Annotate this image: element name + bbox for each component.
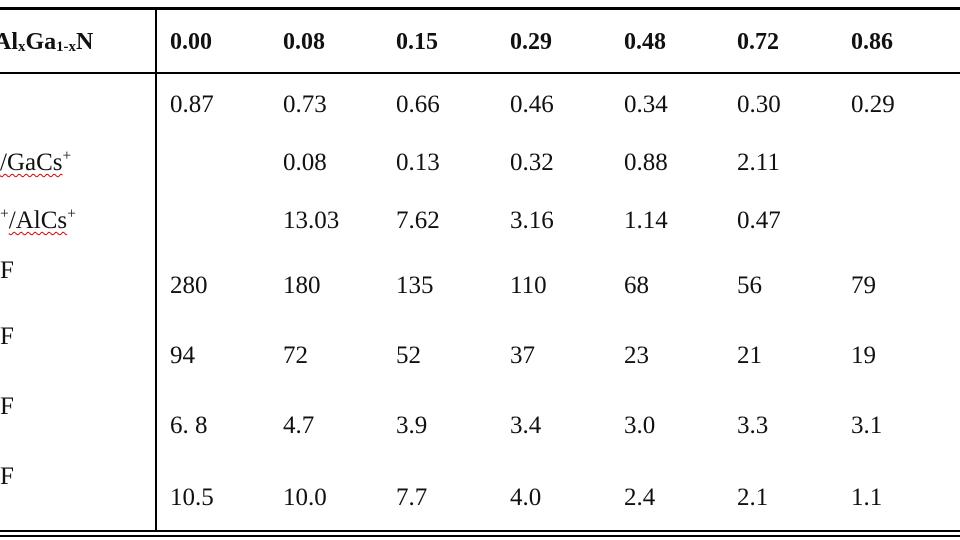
table-cell: 0.46	[510, 91, 554, 118]
table-cell: 10.5	[170, 484, 214, 511]
table-cell: 13.03	[283, 207, 340, 234]
row-4-label: F	[0, 257, 14, 284]
table-cell: 94	[170, 342, 195, 369]
table-cell: 0.08	[283, 149, 327, 176]
table-cell: 2.4	[624, 484, 656, 511]
row-3-label: +/AlCs+	[0, 205, 76, 234]
table-cell: 7.62	[396, 207, 440, 234]
table-cell: 0.66	[396, 91, 440, 118]
table-cell: 1.14	[624, 207, 668, 234]
table-cell: 21	[737, 342, 762, 369]
row-6-label: F	[0, 393, 14, 420]
table-cell: 110	[510, 272, 547, 299]
table-cell: 23	[624, 342, 649, 369]
table-cell: 3.4	[510, 412, 542, 439]
table-cell: 3.16	[510, 207, 554, 234]
table-cell: 0.13	[396, 149, 440, 176]
row-2-label: /GaCs+	[0, 147, 72, 176]
header-col-3: 0.15	[396, 29, 438, 55]
table-cell: 4.7	[283, 412, 315, 439]
header-composition-label: AlxGa1-xN	[0, 29, 94, 56]
table-cell: 0.87	[170, 91, 214, 118]
table-cell: 2.1	[737, 484, 769, 511]
table-cell: 79	[851, 272, 876, 299]
table-cell: 3.1	[851, 412, 883, 439]
table-cell: 1.1	[851, 484, 883, 511]
table-cell: 52	[396, 342, 421, 369]
header-col-5: 0.48	[624, 29, 666, 55]
header-col-7: 0.86	[851, 29, 893, 55]
header-col-2: 0.08	[283, 29, 325, 55]
table-cell: 3.3	[737, 412, 769, 439]
table-cell: 2.11	[737, 149, 780, 176]
table-cell: 7.7	[396, 484, 428, 511]
row-7-label: F	[0, 463, 14, 490]
row-5-label: F	[0, 323, 14, 350]
table-cell: 68	[624, 272, 649, 299]
table-cell: 3.0	[624, 412, 656, 439]
table-cell: 135	[396, 272, 434, 299]
header-col-1: 0.00	[170, 29, 212, 55]
table-cell: 280	[170, 272, 208, 299]
bottom-border-inner	[0, 530, 960, 532]
table-cell: 10.0	[283, 484, 327, 511]
table-cell: 0.73	[283, 91, 327, 118]
table-cell: 180	[283, 272, 321, 299]
table-cell: 6. 8	[170, 412, 208, 439]
header-col-4: 0.29	[510, 29, 552, 55]
label-column-divider	[155, 8, 157, 532]
table-cell: 19	[851, 342, 876, 369]
table-cell: 0.34	[624, 91, 668, 118]
table-cell: 72	[283, 342, 308, 369]
table-cell: 56	[737, 272, 762, 299]
bottom-border-outer	[0, 535, 960, 537]
table-cell: 0.47	[737, 207, 781, 234]
header-col-6: 0.72	[737, 29, 779, 55]
row-3-label-fragment: +	[0, 205, 9, 223]
table-cell: 0.29	[851, 91, 895, 118]
table-cell: 37	[510, 342, 535, 369]
table-cell: 0.32	[510, 149, 554, 176]
table-cell: 0.88	[624, 149, 668, 176]
header-rule	[0, 72, 960, 74]
table-cell: 3.9	[396, 412, 428, 439]
table-cell: 4.0	[510, 484, 542, 511]
table-cell: 0.30	[737, 91, 781, 118]
top-border	[0, 7, 960, 10]
